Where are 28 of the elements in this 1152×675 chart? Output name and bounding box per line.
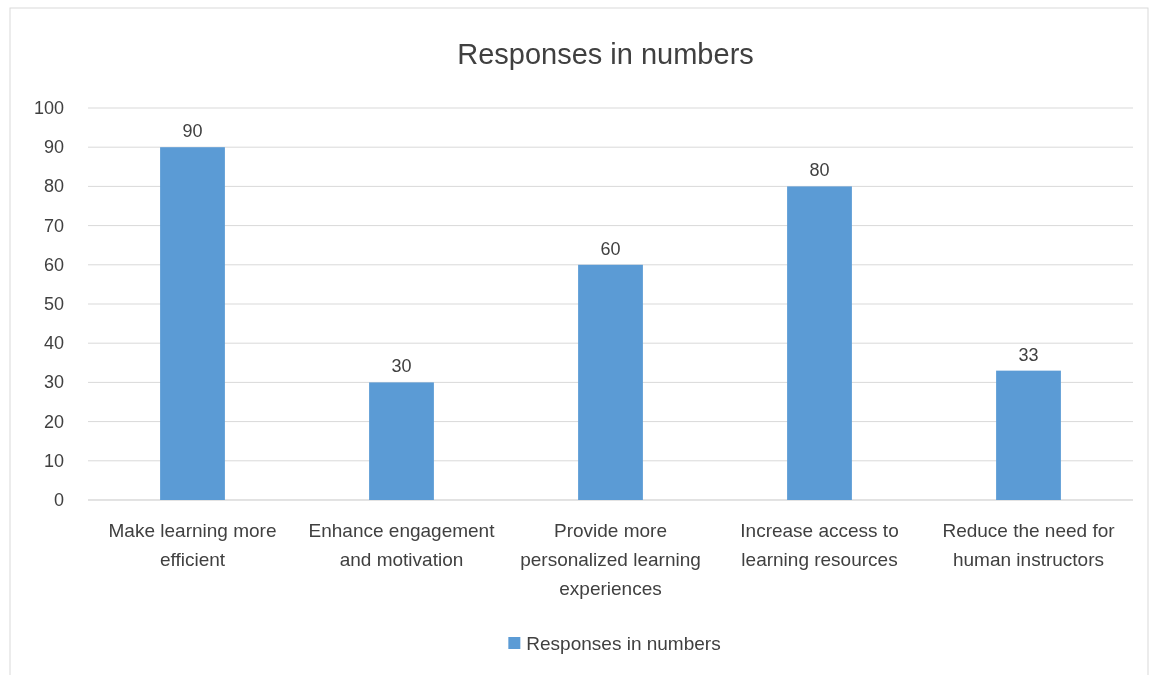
bar — [160, 147, 225, 500]
y-tick-label: 80 — [43, 176, 64, 197]
y-tick-label: 90 — [43, 137, 64, 158]
y-tick-label: 20 — [43, 411, 64, 432]
y-tick-label: 50 — [43, 294, 64, 314]
y-tick-label: 10 — [43, 450, 64, 471]
y-tick-label: 40 — [43, 333, 64, 354]
bar — [996, 370, 1061, 500]
legend-label: Responses in numbers — [526, 633, 721, 654]
bar — [578, 264, 643, 500]
data-label: 80 — [809, 160, 830, 181]
data-label: 60 — [600, 238, 621, 259]
data-label: 33 — [1018, 344, 1039, 365]
bar — [369, 382, 434, 500]
y-tick-label: 100 — [33, 98, 64, 118]
x-tick-label: Increase access to learning resources — [740, 520, 899, 570]
y-tick-label: 60 — [43, 254, 64, 275]
x-tick-label: Enhance engagement and motivation — [308, 520, 496, 570]
x-tick-label: Make learning more efficient — [108, 520, 277, 570]
bar — [787, 186, 852, 500]
y-tick-label: 0 — [53, 490, 64, 510]
x-tick-label: Provide more personalized learning experiences — [520, 520, 701, 599]
data-label: 30 — [391, 356, 412, 377]
y-tick-label: 70 — [43, 215, 64, 236]
x-tick-label: Reduce the need for human instructors — [942, 520, 1116, 570]
chart-title: Responses in numbers — [457, 38, 754, 70]
data-label: 90 — [182, 121, 203, 142]
y-tick-label: 30 — [43, 372, 64, 393]
